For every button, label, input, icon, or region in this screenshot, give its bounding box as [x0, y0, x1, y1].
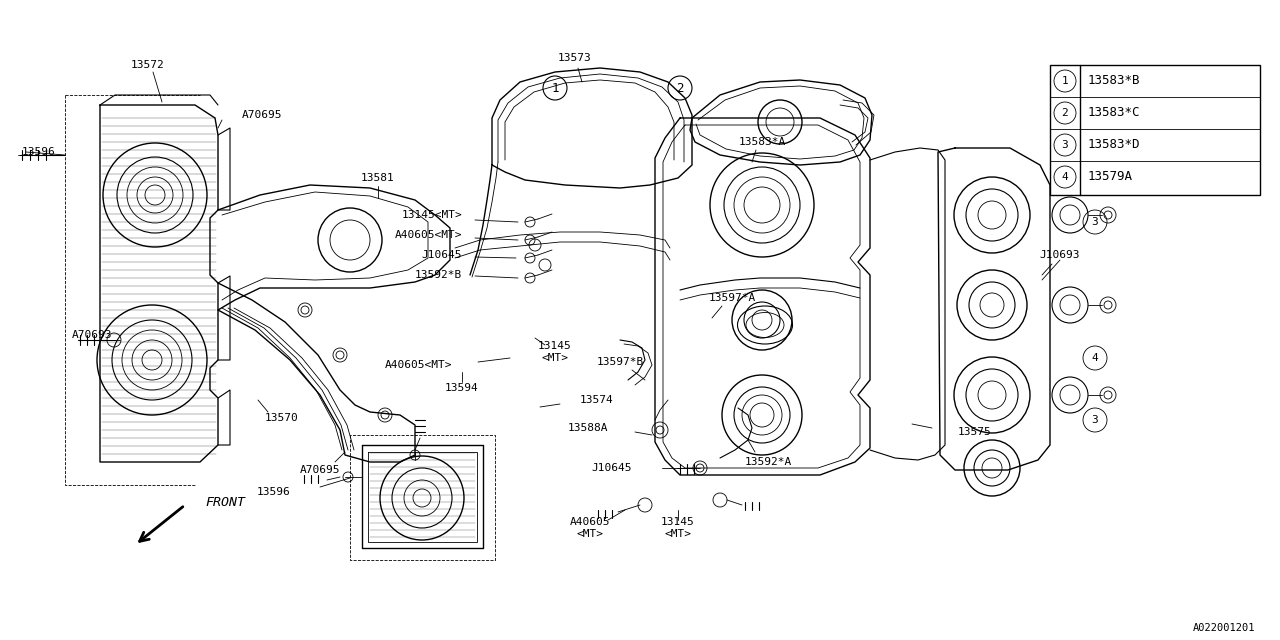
Text: 13579A: 13579A [1088, 170, 1133, 184]
Text: 3: 3 [1061, 140, 1069, 150]
Text: 13570: 13570 [265, 413, 298, 423]
Text: 3: 3 [1092, 217, 1098, 227]
Text: A70695: A70695 [242, 110, 283, 120]
Text: 13594: 13594 [445, 383, 479, 393]
Text: 13596: 13596 [256, 487, 291, 497]
Text: 13581: 13581 [361, 173, 394, 183]
Text: 13145
<MT>: 13145 <MT> [538, 341, 572, 363]
Text: 13145
<MT>: 13145 <MT> [662, 517, 695, 539]
Text: A40605<MT>: A40605<MT> [384, 360, 452, 370]
Text: 13574: 13574 [580, 395, 613, 405]
Text: 4: 4 [1092, 353, 1098, 363]
Text: A70693: A70693 [72, 330, 113, 340]
Text: FRONT: FRONT [205, 495, 244, 509]
Text: 13575: 13575 [957, 427, 992, 437]
Text: J10645: J10645 [591, 463, 632, 473]
Text: 2: 2 [1061, 108, 1069, 118]
Text: J10645: J10645 [421, 250, 462, 260]
Text: A40605<MT>: A40605<MT> [394, 230, 462, 240]
Text: 13592*A: 13592*A [745, 457, 791, 467]
Text: 2: 2 [676, 81, 684, 95]
Text: A022001201: A022001201 [1193, 623, 1254, 633]
Text: 13583*A: 13583*A [739, 137, 786, 147]
Text: 3: 3 [1092, 415, 1098, 425]
Text: A40605
<MT>: A40605 <MT> [570, 517, 611, 539]
Text: J10693: J10693 [1039, 250, 1080, 260]
Text: 13572: 13572 [131, 60, 165, 70]
Text: 13583*B: 13583*B [1088, 74, 1140, 88]
Text: 13596: 13596 [22, 147, 56, 157]
Text: 1: 1 [552, 81, 559, 95]
Text: 4: 4 [1061, 172, 1069, 182]
Text: 13597*B: 13597*B [596, 357, 644, 367]
Text: 1: 1 [1061, 76, 1069, 86]
Text: 13145<MT>: 13145<MT> [401, 210, 462, 220]
Bar [1050, 65, 1260, 195]
Text: 13573: 13573 [558, 53, 591, 63]
Text: 13583*C: 13583*C [1088, 106, 1140, 120]
Text: 13592*B: 13592*B [415, 270, 462, 280]
Text: 13597*A: 13597*A [708, 293, 755, 303]
Text: 13583*D: 13583*D [1088, 138, 1140, 152]
Text: A70695: A70695 [300, 465, 340, 475]
Text: 13588A: 13588A [567, 423, 608, 433]
